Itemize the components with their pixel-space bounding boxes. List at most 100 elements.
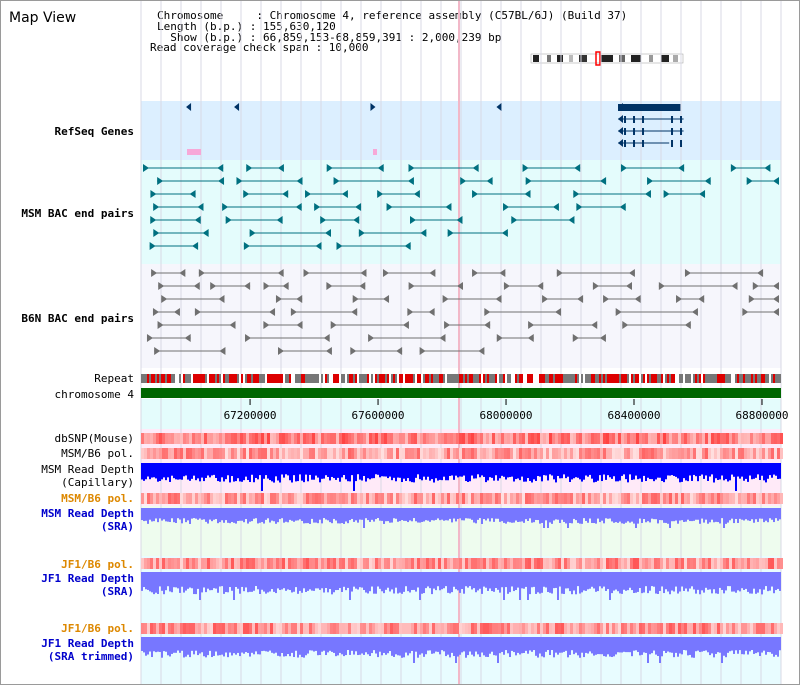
repeat-segment xyxy=(533,374,535,383)
repeat-segment xyxy=(325,374,327,383)
read-depth-bar xyxy=(571,572,573,595)
polymorphism-cell xyxy=(489,623,492,634)
repeat-segment xyxy=(397,374,399,383)
jf1-depth-sra-label[interactable]: JF1 Read Depth (SRA) xyxy=(41,572,134,598)
read-depth-bar xyxy=(625,463,627,480)
bac-end xyxy=(244,282,251,290)
polymorphism-cell xyxy=(267,448,270,459)
axis-tick-label: 67200000 xyxy=(224,409,277,422)
polymorphism-cell xyxy=(582,448,585,459)
bac-end xyxy=(218,177,225,185)
polymorphism-cell xyxy=(225,493,228,504)
read-depth-bar xyxy=(701,572,703,591)
read-depth-bar xyxy=(423,463,425,477)
repeat-segment xyxy=(547,374,549,383)
polymorphism-cell xyxy=(675,558,678,569)
b6n-bac-label[interactable]: B6N BAC end pairs xyxy=(21,312,134,325)
polymorphism-cell xyxy=(615,623,618,634)
read-depth-bar xyxy=(681,463,683,482)
read-depth-bar xyxy=(311,508,313,519)
read-depth-bar xyxy=(153,508,155,522)
polymorphism-cell xyxy=(534,448,537,459)
read-depth-bar xyxy=(389,637,391,652)
read-depth-bar xyxy=(567,463,569,477)
polymorphism-cell xyxy=(657,493,660,504)
read-depth-bar xyxy=(501,572,503,588)
polymorphism-cell xyxy=(423,493,426,504)
read-depth-bar xyxy=(725,572,727,591)
read-depth-bar xyxy=(435,572,437,591)
repeat-segment xyxy=(503,374,505,383)
repeat-segment xyxy=(511,374,513,383)
read-depth-bar xyxy=(675,572,677,587)
repeat-segment xyxy=(677,374,679,383)
read-depth-bar xyxy=(301,572,303,593)
read-depth-bar xyxy=(611,508,613,522)
polymorphism-cell xyxy=(693,558,696,569)
read-depth-bar xyxy=(181,508,183,524)
jf1-depth-trimmed-label[interactable]: JF1 Read Depth (SRA trimmed) xyxy=(41,637,134,663)
read-depth-bar xyxy=(777,572,779,589)
polymorphism-cell xyxy=(552,448,555,459)
jf1-b6-pol-trimmed-label[interactable]: JF1/B6 pol. xyxy=(61,622,134,635)
polymorphism-cell xyxy=(450,433,453,444)
read-depth-bar xyxy=(557,463,559,476)
repeat-segment xyxy=(501,374,503,383)
polymorphism-cell xyxy=(486,433,489,444)
polymorphism-cell xyxy=(186,433,189,444)
polymorphism-cell xyxy=(162,623,165,634)
read-depth-bar xyxy=(495,463,497,476)
read-depth-bar xyxy=(421,463,423,481)
msm-bac-label[interactable]: MSM BAC end pairs xyxy=(21,207,134,220)
bac-end xyxy=(472,164,479,172)
polymorphism-cell xyxy=(258,623,261,634)
read-depth-bar xyxy=(715,637,717,654)
ideogram-band xyxy=(619,55,625,62)
read-depth-bar xyxy=(335,572,337,591)
msm-depth-sra-label[interactable]: MSM Read Depth (SRA) xyxy=(41,507,134,533)
read-depth-bar xyxy=(631,637,633,657)
read-depth-bar xyxy=(565,508,567,524)
polymorphism-cell xyxy=(270,433,273,444)
polymorphism-cell xyxy=(588,623,591,634)
read-depth-bar xyxy=(381,463,383,477)
polymorphism-cell xyxy=(387,493,390,504)
polymorphism-cell xyxy=(165,623,168,634)
jf1-b6-pol-label[interactable]: JF1/B6 pol. xyxy=(61,558,134,571)
read-depth-bar xyxy=(229,572,231,588)
bac-end xyxy=(154,347,161,355)
polymorphism-cell xyxy=(252,433,255,444)
read-depth-bar xyxy=(291,508,293,521)
repeat-segment xyxy=(541,374,543,383)
read-depth-bar xyxy=(695,572,697,594)
bac-end xyxy=(219,347,226,355)
read-depth-bar xyxy=(273,463,275,483)
read-depth-bar xyxy=(605,463,607,480)
read-depth-bar xyxy=(613,463,615,477)
repeat-segment xyxy=(749,374,751,383)
polymorphism-cell xyxy=(753,433,756,444)
read-depth-bar xyxy=(147,572,149,590)
read-depth-bar xyxy=(457,508,459,519)
read-depth-bar xyxy=(383,637,385,653)
read-depth-bar xyxy=(297,508,299,521)
read-depth-bar xyxy=(713,637,715,658)
read-depth-bar xyxy=(623,508,625,524)
repeat-segment xyxy=(405,374,407,383)
repeat-segment xyxy=(179,374,181,383)
read-depth-bar xyxy=(479,637,481,657)
read-depth-bar xyxy=(197,463,199,479)
polymorphism-cell xyxy=(624,558,627,569)
polymorphism-cell xyxy=(144,493,147,504)
read-depth-bar xyxy=(281,572,283,590)
polymorphism-cell xyxy=(609,433,612,444)
refseq-genes-label[interactable]: RefSeq Genes xyxy=(54,125,134,138)
bac-end xyxy=(428,308,435,316)
read-depth-bar xyxy=(289,463,291,481)
polymorphism-cell xyxy=(165,448,168,459)
msm-b6-pol-sra-label[interactable]: MSM/B6 pol. xyxy=(61,492,134,505)
polymorphism-cell xyxy=(684,433,687,444)
read-depth-bar xyxy=(757,637,759,653)
read-depth-bar xyxy=(659,508,661,521)
polymorphism-cell xyxy=(300,493,303,504)
